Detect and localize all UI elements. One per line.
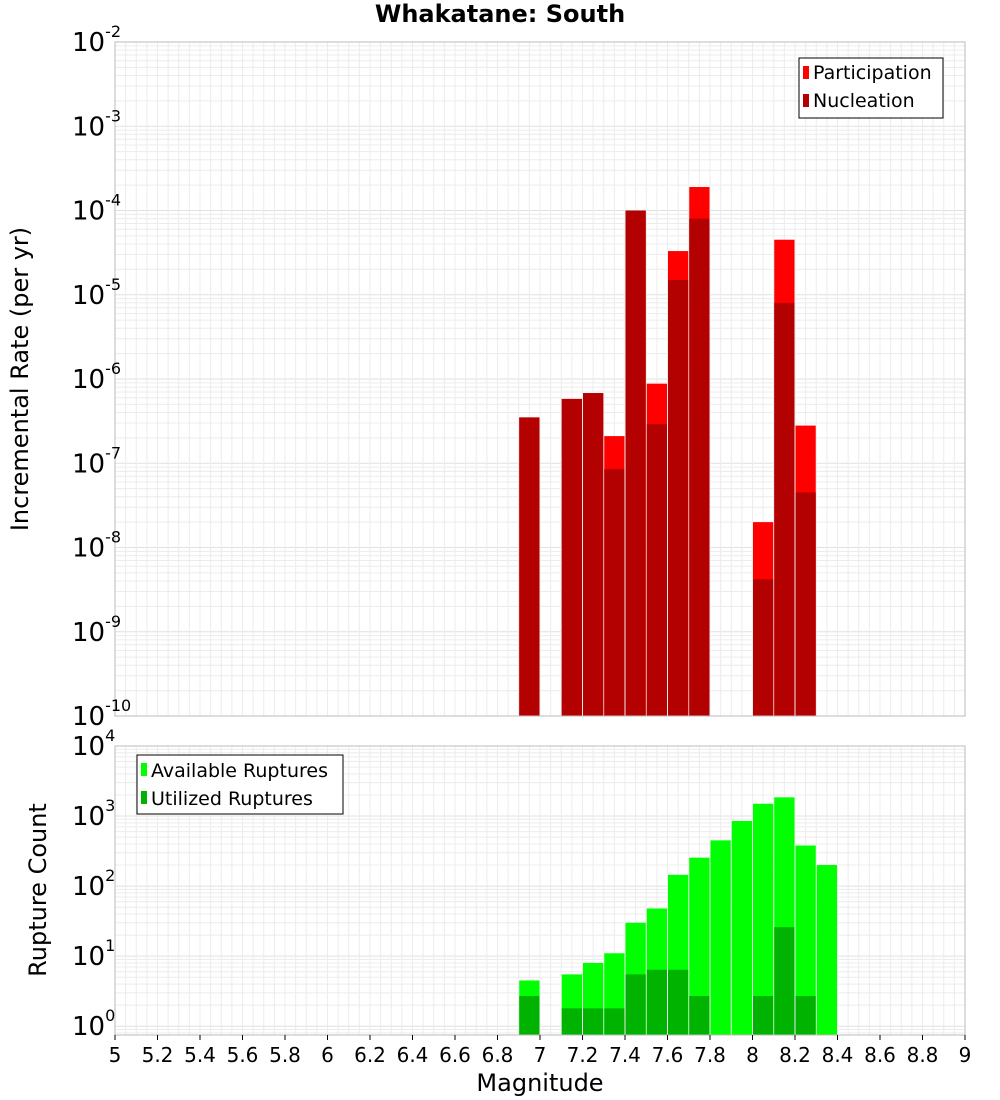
x-tick-label: 7.6 (652, 1043, 684, 1067)
bottom-y-axis-label: Rupture Count (24, 803, 52, 977)
utilized-ruptures-bar (753, 996, 774, 1035)
x-tick-label: 9 (959, 1043, 972, 1067)
nucleation-bar (753, 579, 774, 716)
top-y-tick-labels: 10-10 10-9 10-8 10-7 10-6 10-5 10-4 10-3 10-2 (72, 22, 131, 732)
utilized-ruptures-bar (625, 974, 646, 1035)
top-plot-frame (114, 41, 966, 717)
participation-legend-label: Participation (813, 62, 932, 84)
utilized-ruptures-legend-swatch (141, 791, 147, 804)
bottom-legend-box (136, 754, 344, 815)
nucleation-legend-swatch (803, 94, 809, 107)
x-tick-label: 5.8 (269, 1043, 301, 1067)
x-tick-label: 8.6 (864, 1043, 896, 1067)
available-ruptures-bar (710, 840, 731, 1035)
top-y-tick-label: 10-10 (72, 696, 131, 732)
utilized-ruptures-bar (519, 996, 540, 1035)
nucleation-bar (774, 302, 795, 716)
bottom-y-tick-label: 101 (72, 936, 115, 972)
x-tick-label: 7.8 (694, 1043, 726, 1067)
utilized-ruptures-bar (795, 996, 816, 1035)
utilized-ruptures-bar (646, 969, 667, 1035)
x-tick-label: 8.2 (779, 1043, 811, 1067)
top-y-tick-label: 10-7 (72, 443, 121, 479)
nucleation-bar (689, 218, 710, 716)
utilized-ruptures-bar (604, 1008, 625, 1035)
nucleation-bar (668, 279, 689, 716)
x-tick-labels: 5 5.2 5.4 5.6 5.8 6 6.2 6.4 6.6 6.8 7 7.2 7.4 7.6 7.8 8… (109, 1035, 972, 1067)
x-axis-label: Magnitude (476, 1069, 603, 1097)
nucleation-bar (795, 492, 816, 716)
nucleation-legend-label: Nucleation (813, 90, 915, 112)
x-tick-label: 5.6 (227, 1043, 259, 1067)
x-tick-label: 8.4 (822, 1043, 854, 1067)
x-tick-label: 7.4 (609, 1043, 641, 1067)
x-tick-label: 6 (321, 1043, 334, 1067)
top-y-axis-label: Incremental Rate (per yr) (6, 227, 34, 531)
utilized-ruptures-bar (774, 927, 795, 1035)
top-y-tick-label: 10-3 (72, 106, 121, 142)
utilized-ruptures-bar (689, 996, 710, 1035)
nucleation-bar (604, 469, 625, 716)
x-tick-label: 8.8 (907, 1043, 939, 1067)
x-tick-label: 7 (534, 1043, 547, 1067)
available-ruptures-bar (689, 857, 710, 1035)
bottom-y-tick-label: 103 (72, 796, 115, 832)
nucleation-bars (519, 210, 816, 716)
bottom-legend: Available Ruptures Utilized Ruptures (136, 754, 344, 815)
bottom-y-tick-label: 104 (72, 726, 115, 762)
available-ruptures-legend-swatch (141, 763, 147, 776)
utilized-ruptures-bar (583, 1008, 604, 1035)
top-plot-gridlines (114, 41, 966, 717)
nucleation-bar (519, 417, 540, 716)
utilized-ruptures-bar (668, 969, 689, 1035)
available-ruptures-legend-label: Available Ruptures (151, 760, 328, 782)
top-y-tick-label: 10-8 (72, 528, 121, 564)
x-tick-label: 5.2 (142, 1043, 174, 1067)
available-ruptures-bar (795, 845, 816, 1035)
x-tick-label: 8 (746, 1043, 759, 1067)
chart-title: Whakatane: South (375, 0, 625, 28)
nucleation-bar (646, 424, 667, 716)
bottom-y-tick-label: 102 (72, 866, 115, 902)
x-tick-label: 6.6 (439, 1043, 471, 1067)
available-ruptures-bar (753, 803, 774, 1035)
nucleation-bar (561, 398, 582, 716)
x-tick-label: 7.2 (567, 1043, 599, 1067)
bottom-y-tick-labels: 100 101 102 103 104 (72, 726, 115, 1042)
bottom-y-tick-label: 100 (72, 1006, 115, 1042)
x-tick-label: 6.8 (482, 1043, 514, 1067)
x-tick-label: 6.2 (354, 1043, 386, 1067)
top-y-tick-label: 10-4 (72, 191, 121, 227)
top-y-tick-label: 10-6 (72, 359, 121, 395)
utilized-ruptures-bar (561, 1008, 582, 1035)
utilized-ruptures-legend-label: Utilized Ruptures (151, 788, 313, 810)
top-y-tick-label: 10-9 (72, 612, 121, 648)
x-tick-label: 5 (109, 1043, 122, 1067)
x-tick-label: 6.4 (397, 1043, 429, 1067)
utilized-ruptures-bars (519, 927, 816, 1035)
top-legend-box (798, 57, 944, 119)
available-ruptures-bar (816, 865, 837, 1035)
top-y-tick-label: 10-5 (72, 275, 121, 311)
participation-legend-swatch (803, 66, 809, 79)
top-legend: Participation Nucleation (798, 57, 944, 119)
nucleation-bar (625, 210, 646, 716)
top-y-tick-label: 10-2 (72, 22, 121, 58)
bottom-plot-gridlines (114, 745, 966, 1035)
x-tick-label: 5.4 (184, 1043, 216, 1067)
nucleation-bar (583, 393, 604, 716)
available-ruptures-bar (731, 821, 752, 1035)
